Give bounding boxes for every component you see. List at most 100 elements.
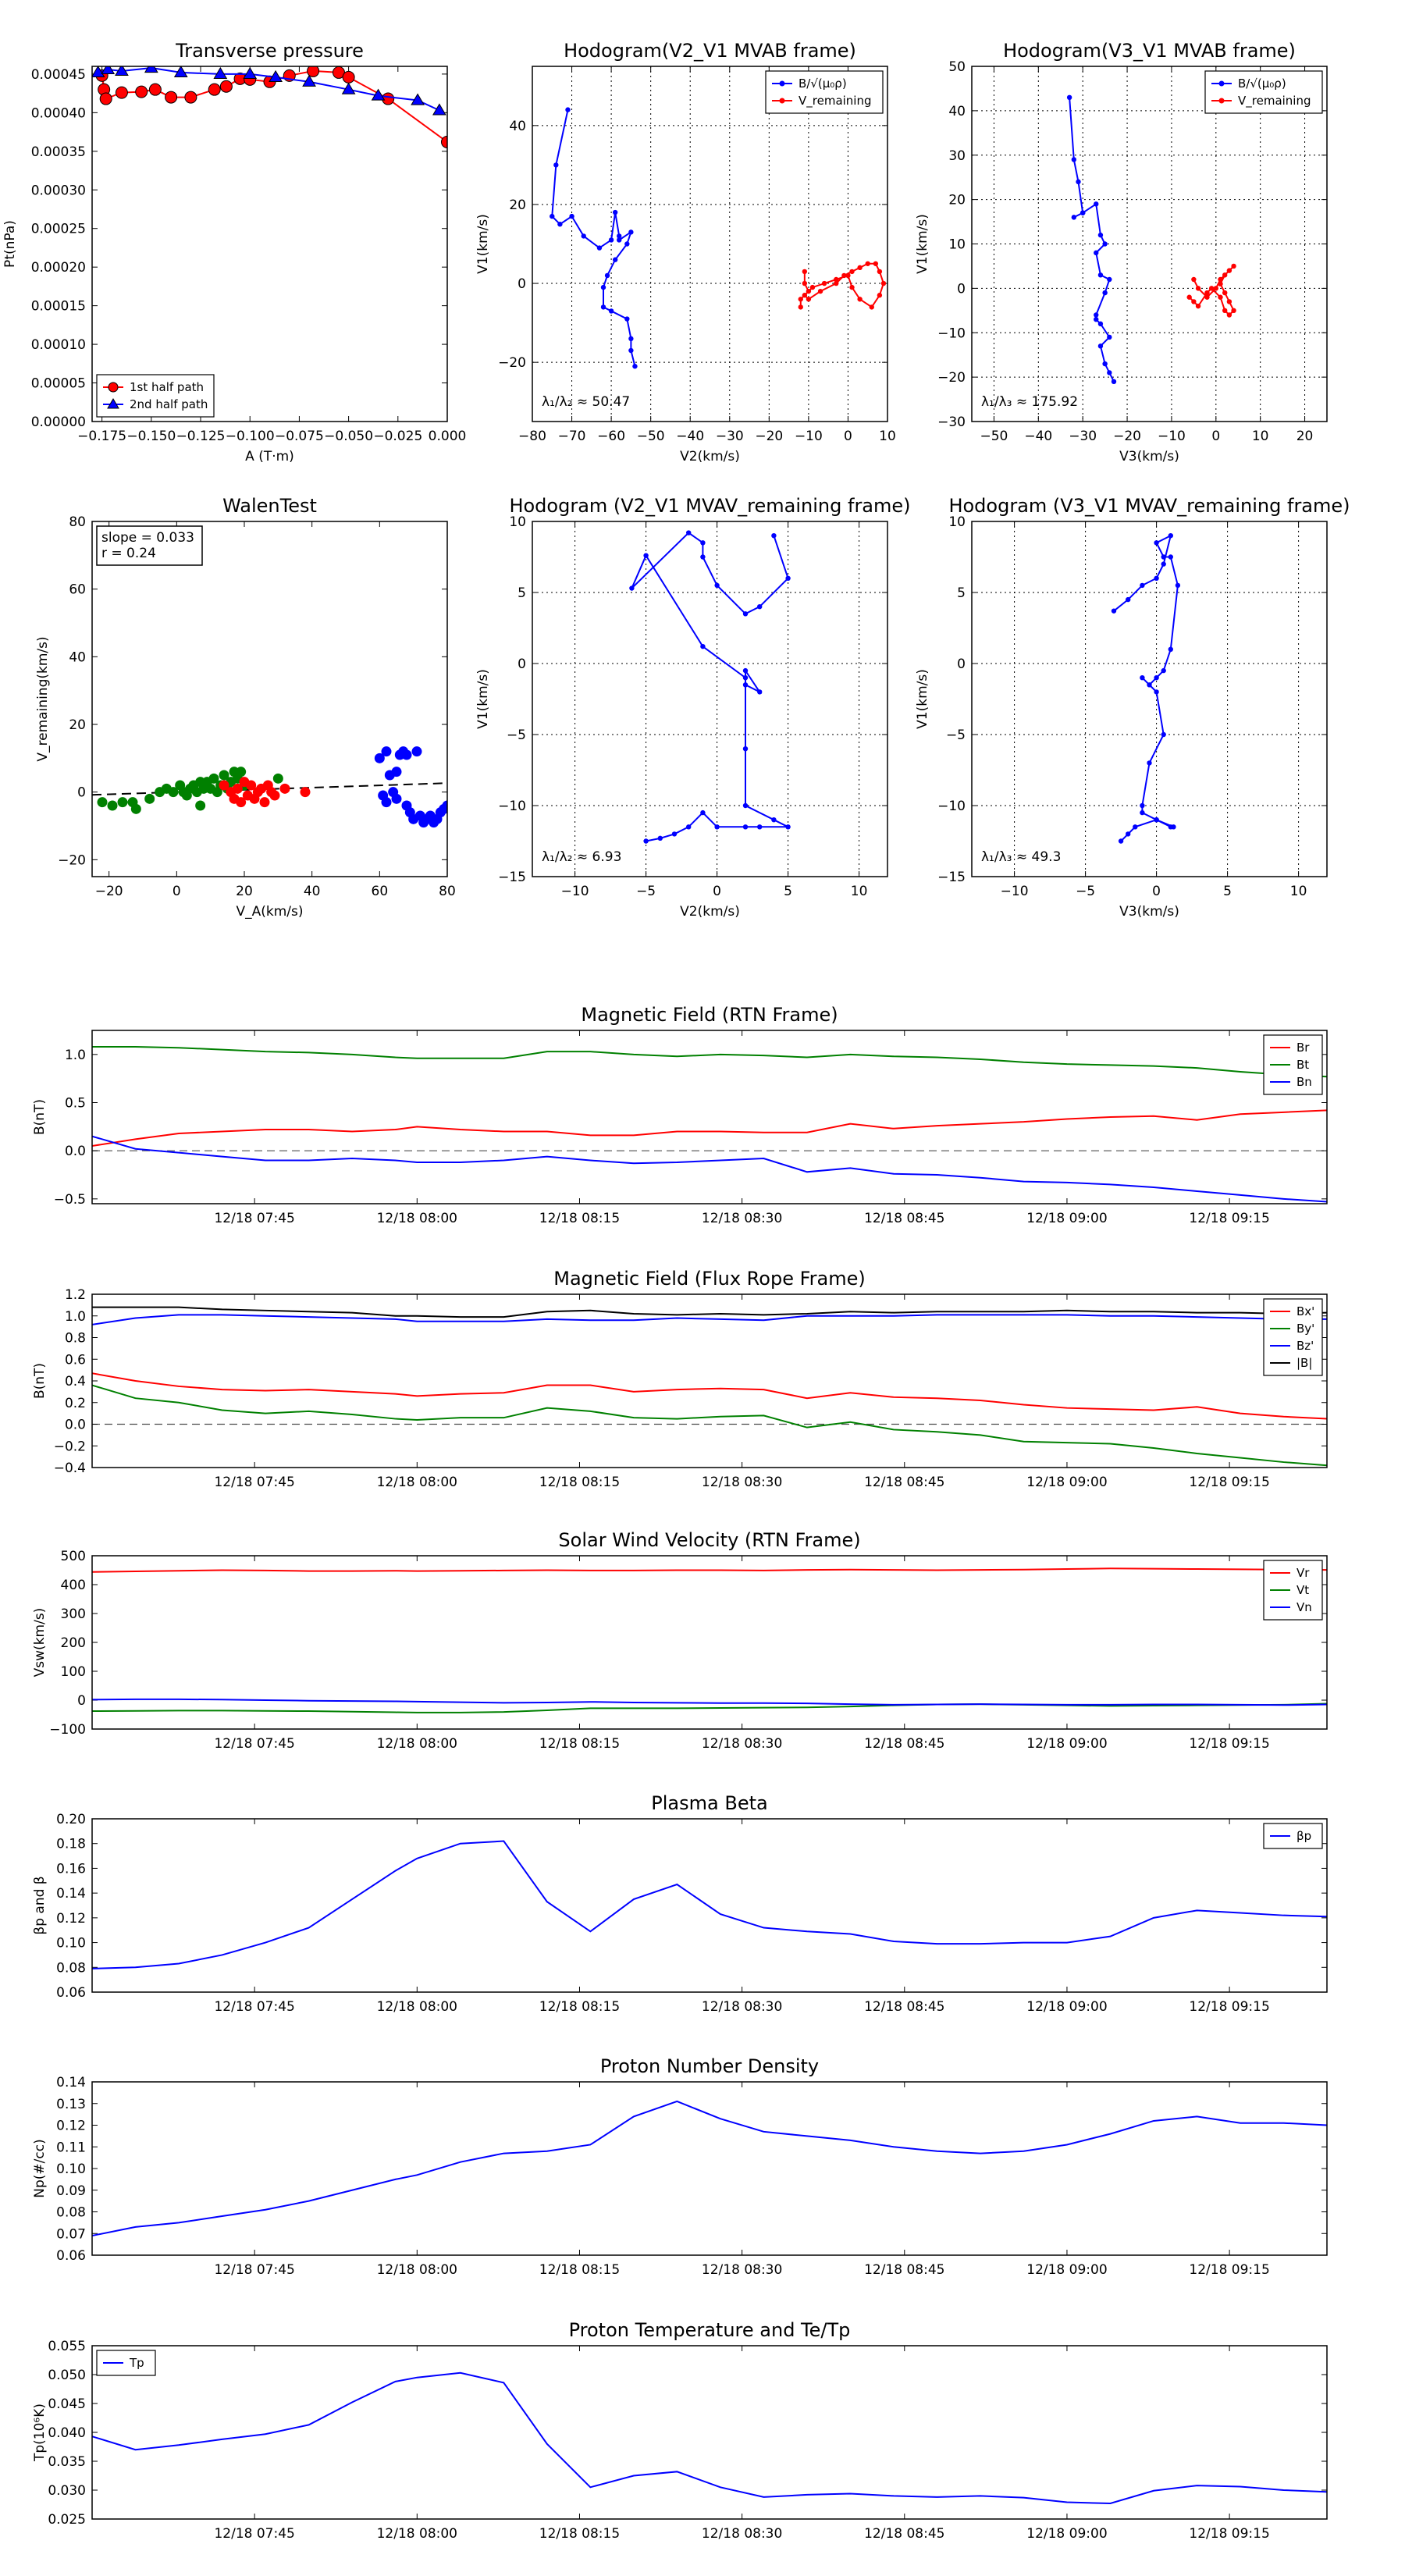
data-point (219, 80, 233, 93)
series-br (92, 1109, 1327, 1147)
y-tick-label: 50 (948, 59, 966, 75)
data-point (629, 585, 635, 591)
data-point (391, 793, 402, 804)
data-point (1222, 272, 1228, 278)
y-tick-label: 30 (948, 148, 966, 164)
x-tick-label: −0.100 (226, 429, 275, 444)
plasma-beta-chart: Plasma Beta 12/18 07:45 12/18 08:00 12/18 0… (32, 1792, 1328, 2015)
data-point (643, 838, 649, 844)
data-point (1118, 838, 1124, 844)
series-b- (550, 107, 638, 369)
series-line (92, 1840, 1327, 1969)
data-point (785, 824, 791, 830)
y-tick-label: 80 (69, 514, 86, 530)
data-point (632, 364, 638, 369)
series-line (92, 1109, 1327, 1147)
y-tick-label: 0.055 (48, 2339, 86, 2354)
data-point (841, 272, 847, 279)
y-axis-label: V1(km/s) (915, 214, 930, 274)
x-axis-label: V2(km/s) (680, 904, 740, 920)
axes-frame (91, 66, 448, 422)
series-vt (92, 1703, 1327, 1713)
x-tick-label: 12/18 08:30 (702, 2526, 782, 2542)
x-tick-label: −80 (518, 429, 546, 444)
x-tick-label: −70 (558, 429, 586, 444)
x-tick-label: −10 (1001, 884, 1029, 899)
x-tick-label: 12/18 08:15 (539, 1736, 620, 1752)
x-tick-label: 12/18 07:45 (214, 1999, 294, 2015)
y-tick-label: 0.13 (56, 2097, 86, 2112)
legend-box (96, 374, 215, 418)
data-point (307, 66, 320, 77)
legend-label: Bn (1297, 1075, 1312, 1089)
data-point (1080, 210, 1086, 215)
series-line (92, 1045, 1327, 1078)
data-point (259, 797, 270, 808)
data-point (686, 530, 692, 535)
series-v-remaining (798, 261, 887, 310)
y-tick-label: 400 (61, 1578, 86, 1593)
y-tick-label: 0.025 (48, 2512, 86, 2528)
axes-frame (971, 66, 1328, 422)
data-point (1195, 303, 1201, 309)
series-line (1069, 97, 1115, 382)
data-point (643, 553, 649, 558)
hodogram-v2v1-mvav-chart: Hodogram (V2_V1 MVAV_remaining frame) −10… (475, 495, 911, 920)
solar-wind-velocity-chart: Solar Wind Velocity (RTN Frame) 12/18 07:… (32, 1529, 1328, 1752)
data-point (374, 753, 385, 763)
data-point (1111, 379, 1117, 385)
x-tick-label: 0 (844, 429, 852, 444)
y-tick-label: 0.00035 (31, 144, 86, 160)
x-tick-label: 12/18 09:15 (1189, 2262, 1269, 2278)
y-tick-label: 20 (948, 193, 966, 208)
data-point (219, 770, 229, 781)
plot-area (92, 1306, 1327, 1467)
data-point (401, 749, 412, 760)
series-line (631, 532, 789, 842)
data-point (1076, 179, 1081, 185)
axes-frame (532, 66, 888, 422)
data-point (565, 107, 571, 112)
y-tick-label: 0.09 (56, 2183, 86, 2199)
x-tick-label: −0.050 (324, 429, 373, 444)
data-point (553, 162, 559, 168)
x-tick-label: 12/18 07:45 (214, 1211, 294, 1226)
legend-label: βp (1297, 1829, 1311, 1843)
y-tick-label: 0.18 (56, 1837, 86, 1852)
data-point (279, 783, 290, 794)
data-point (869, 304, 874, 310)
data-point (1097, 232, 1104, 238)
data-point (1154, 575, 1159, 581)
plot-area (1111, 533, 1181, 844)
data-point (236, 797, 247, 808)
series-by- (92, 1384, 1327, 1467)
data-point (1154, 540, 1159, 546)
series-2nd-half-path (92, 66, 446, 116)
chart-title: Hodogram(V2_V1 MVAB frame) (564, 40, 856, 62)
x-tick-label: 10 (1290, 884, 1307, 899)
y-tick-label: 5 (957, 585, 966, 601)
data-point (1161, 731, 1166, 738)
y-axis-label: βp and β (32, 1876, 48, 1934)
plot-area (92, 66, 447, 148)
chart-title: Hodogram (V3_V1 MVAV_remaining frame) (948, 495, 1350, 517)
axes-frame (532, 521, 888, 877)
y-tick-label: 0.00020 (31, 260, 86, 276)
data-point (742, 802, 749, 809)
data-point (1154, 817, 1159, 823)
data-point (628, 336, 634, 342)
data-point (1097, 272, 1104, 278)
legend-marker (1218, 98, 1225, 104)
y-tick-label: 0.08 (56, 2205, 86, 2221)
y-tick-label: −20 (937, 370, 966, 386)
y-axis-label: V1(km/s) (475, 669, 491, 729)
data-point (1161, 561, 1166, 567)
y-tick-label: −10 (937, 799, 966, 814)
x-tick-label: 12/18 09:15 (1189, 1211, 1269, 1226)
plot-area (629, 530, 791, 844)
magnetic-field-flux-rope-chart: Magnetic Field (Flux Rope Frame) 12/18 07… (32, 1268, 1328, 1490)
x-tick-label: 12/18 09:00 (1026, 1211, 1107, 1226)
data-point (1222, 290, 1228, 296)
series-bz- (92, 1314, 1327, 1325)
y-tick-label: 0.11 (56, 2140, 86, 2155)
